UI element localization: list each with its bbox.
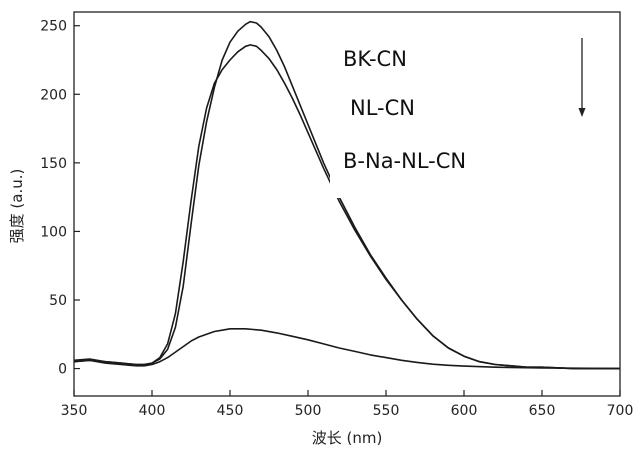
- x-tick-label: 350: [61, 403, 88, 419]
- legend-entry-b-na-nl-cn: B-Na-NL-CN: [343, 149, 466, 173]
- legend: BK-CN NL-CN B-Na-NL-CN: [330, 28, 615, 198]
- legend-entry-bk-cn: BK-CN: [343, 47, 407, 71]
- x-tick-label: 700: [607, 403, 634, 419]
- y-tick-label: 100: [40, 224, 67, 240]
- x-tick-label: 600: [451, 403, 478, 419]
- y-tick-label: 50: [49, 293, 67, 309]
- y-axis-label: 强度 (a.u.): [8, 169, 26, 244]
- x-tick-label: 500: [295, 403, 322, 419]
- series-line-b-na-nl-cn: [74, 329, 620, 369]
- y-tick-label: 150: [40, 156, 67, 172]
- x-axis-label: 波长 (nm): [312, 429, 383, 447]
- y-tick-label: 250: [40, 19, 67, 35]
- x-tick-label: 450: [217, 403, 244, 419]
- legend-entry-nl-cn: NL-CN: [350, 96, 415, 120]
- x-tick-label: 650: [529, 403, 556, 419]
- x-axis: 350 400 450 500 550 600 650 700: [61, 390, 634, 419]
- y-tick-label: 0: [58, 362, 67, 378]
- y-tick-label: 200: [40, 87, 67, 103]
- x-tick-label: 550: [373, 403, 400, 419]
- x-tick-label: 400: [139, 403, 166, 419]
